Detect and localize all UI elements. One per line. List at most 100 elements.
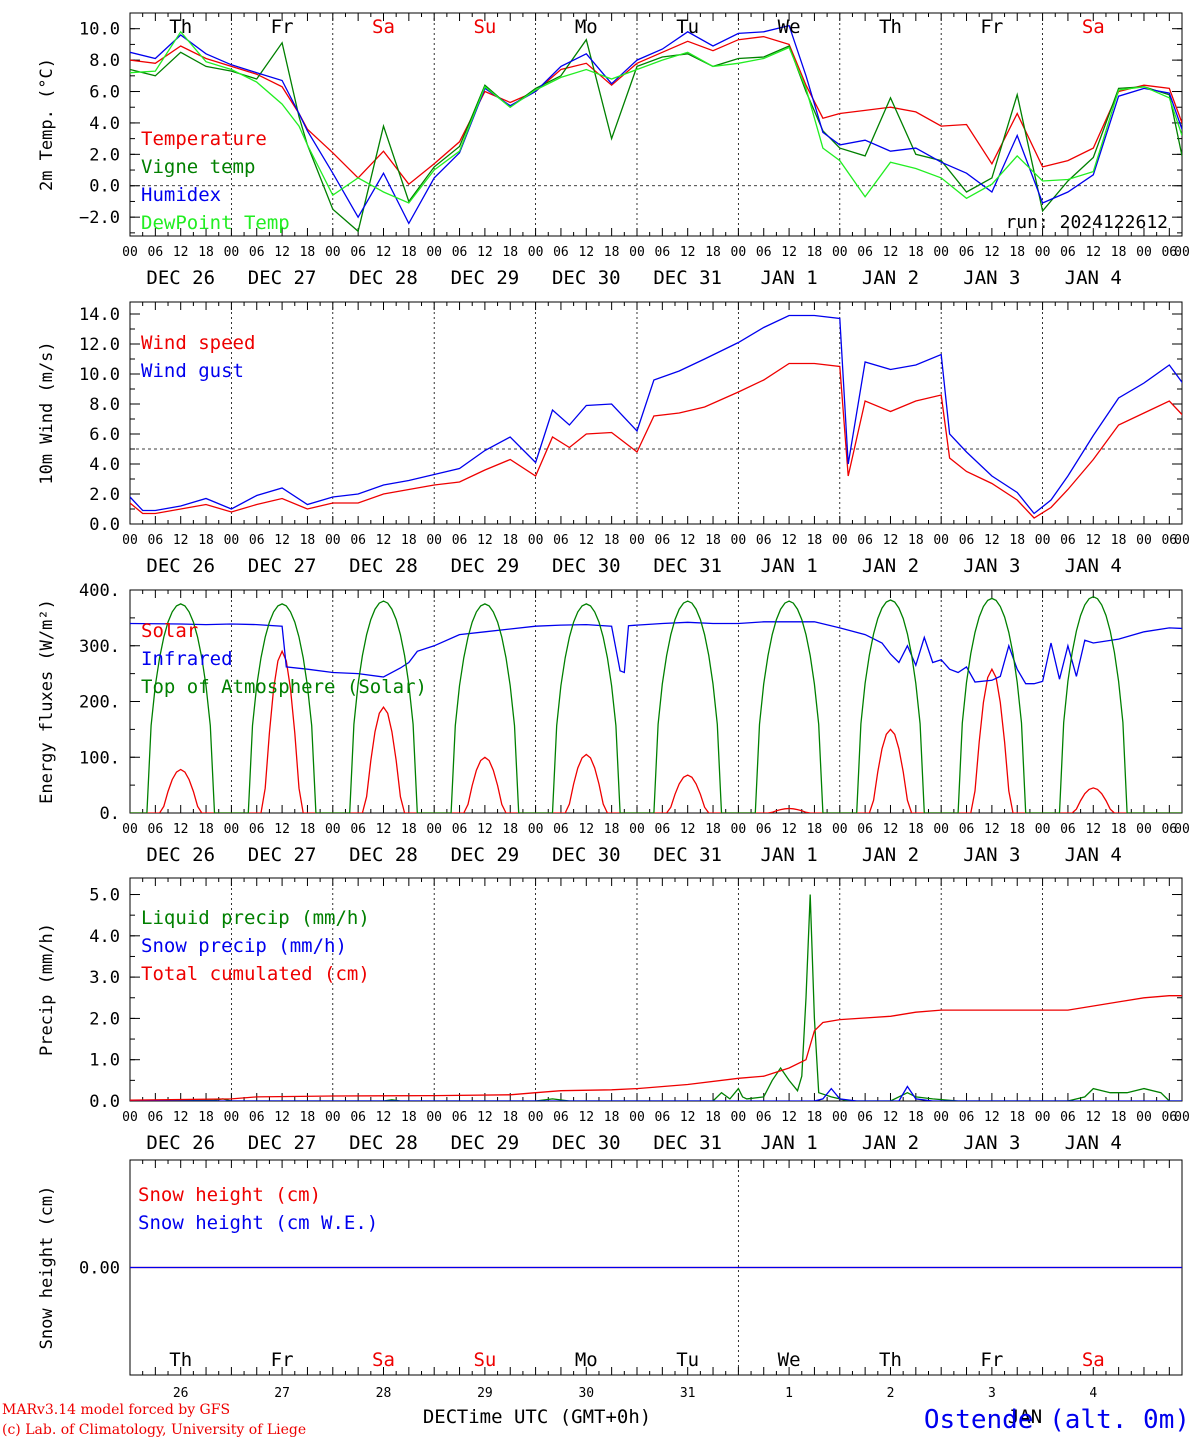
x-hour-label: 12: [984, 1110, 1000, 1125]
x-hour-label: 18: [1009, 1110, 1025, 1125]
x-hour-label: 06: [756, 533, 772, 548]
x-date-label: DEC 28: [349, 1132, 418, 1154]
x-hour-label: 18: [604, 245, 620, 260]
plot-frame: [129, 12, 1183, 237]
series-line-top-of-atmosphere-solar-: [130, 595, 1182, 813]
x-hour-label: 12: [376, 822, 392, 837]
x-hour-label: 12: [781, 822, 797, 837]
x-hour-label: 00: [1136, 533, 1152, 548]
x-hour-label: 06: [350, 1110, 366, 1125]
day-number-label: 3: [988, 1386, 996, 1401]
weekday-label-bottom: Sa: [1082, 1349, 1105, 1371]
x-hour-label: 18: [1111, 245, 1127, 260]
y-tick-label: 200.: [79, 693, 120, 713]
x-hour-label: 00: [528, 822, 544, 837]
x-hour-label: 00: [122, 245, 138, 260]
x-hour-label: 00: [426, 1110, 442, 1125]
x-hour-label: 12: [883, 822, 899, 837]
x-hour-label: 18: [807, 533, 823, 548]
y-tick-label: 4.0: [89, 455, 120, 475]
x-hour-label: 18: [401, 533, 417, 548]
day-number-label: 2: [887, 1386, 895, 1401]
x-hour-label: 00: [1035, 245, 1051, 260]
x-hour-label: 18: [807, 822, 823, 837]
legend-entry: DewPoint Temp: [141, 212, 290, 234]
x-hour-label: 06: [857, 822, 873, 837]
y-tick-label: 0.: [100, 804, 120, 824]
x-date-label: JAN 4: [1065, 267, 1122, 289]
day-number-label: 29: [477, 1386, 493, 1401]
x-hour-label: 06: [249, 533, 265, 548]
x-hour-label: 00: [1174, 822, 1190, 837]
y-tick-label: 8.0: [89, 395, 120, 415]
x-date-label: DEC 27: [248, 267, 317, 289]
x-hour-label: 18: [705, 533, 721, 548]
plot-frame: [129, 301, 1183, 525]
x-hour-label: 12: [173, 533, 189, 548]
x-hour-label: 00: [731, 822, 747, 837]
x-hour-label: 00: [629, 822, 645, 837]
legend-entry: Snow precip (mm/h): [141, 935, 347, 957]
series-line-total-cumulated-cm-: [130, 995, 1182, 1101]
x-hour-label: 06: [1161, 822, 1177, 837]
x-hour-label: 06: [1060, 533, 1076, 548]
x-hour-label: 00: [731, 533, 747, 548]
x-date-label: DEC 30: [552, 555, 621, 577]
x-date-label: DEC 30: [552, 267, 621, 289]
x-hour-label: 00: [224, 822, 240, 837]
x-hour-label: 12: [1085, 245, 1101, 260]
legend-entry: Snow height (cm W.E.): [138, 1212, 378, 1234]
y-tick-label: 0.0: [89, 1092, 120, 1112]
legend-entry: Temperature: [141, 128, 267, 150]
x-hour-label: 12: [984, 245, 1000, 260]
x-hour-label: 06: [452, 245, 468, 260]
day-number-label: 1: [785, 1386, 793, 1401]
x-hour-label: 12: [477, 822, 493, 837]
x-hour-label: 06: [148, 822, 164, 837]
weekday-label-top: Th: [169, 16, 192, 38]
x-hour-label: 06: [857, 1110, 873, 1125]
x-hour-label: 00: [325, 245, 341, 260]
x-hour-label: 06: [148, 245, 164, 260]
y-tick-label: 400.: [79, 581, 120, 601]
x-date-label: DEC 31: [653, 1132, 722, 1154]
x-hour-label: 12: [883, 1110, 899, 1125]
y-tick-label: 2.0: [89, 485, 120, 505]
x-hour-label: 12: [578, 1110, 594, 1125]
panel-1: 10.0 8.0 6.0 4.0 2.0 0.0 −2.0 2m Temp. (°C) Temp…: [37, 12, 1190, 289]
x-hour-label: 00: [1136, 245, 1152, 260]
x-hour-label: 18: [604, 533, 620, 548]
x-hour-label: 00: [832, 245, 848, 260]
x-hour-label: 18: [198, 245, 214, 260]
time-axis-label: Time UTC (GMT+0h): [457, 1406, 651, 1428]
x-hour-label: 06: [959, 245, 975, 260]
x-date-label: JAN 4: [1065, 844, 1122, 866]
x-hour-label: 06: [452, 822, 468, 837]
x-hour-label: 18: [705, 1110, 721, 1125]
x-date-label: DEC 28: [349, 267, 418, 289]
x-hour-label: 06: [249, 1110, 265, 1125]
x-hour-label: 18: [604, 822, 620, 837]
series-group: [130, 314, 1182, 519]
x-hour-label: 18: [401, 822, 417, 837]
x-hour-label: 12: [680, 822, 696, 837]
x-hour-label: 18: [908, 1110, 924, 1125]
x-hour-label: 00: [629, 533, 645, 548]
x-hour-label: 00: [224, 1110, 240, 1125]
x-hour-label: 12: [274, 533, 290, 548]
x-hour-label: 06: [1161, 1110, 1177, 1125]
legend-entry: Wind speed: [141, 332, 255, 354]
x-hour-label: 12: [274, 822, 290, 837]
x-hour-label: 12: [173, 1110, 189, 1125]
x-hour-label: 06: [553, 822, 569, 837]
x-hour-label: 06: [452, 533, 468, 548]
y-tick-label: 12.0: [79, 335, 120, 355]
x-date-label: JAN 2: [862, 844, 919, 866]
x-date-label: DEC 27: [248, 555, 317, 577]
x-date-label: JAN 4: [1065, 1132, 1122, 1154]
x-hour-label: 12: [680, 1110, 696, 1125]
x-hour-label: 12: [1085, 533, 1101, 548]
y-tick-label: 0.00: [79, 1259, 120, 1279]
x-hour-label: 06: [655, 1110, 671, 1125]
x-hour-label: 12: [578, 822, 594, 837]
